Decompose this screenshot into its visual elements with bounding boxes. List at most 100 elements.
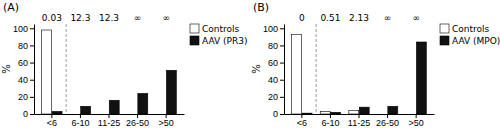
bar	[109, 100, 119, 114]
legend: ControlsAAV (PR3)	[190, 24, 247, 46]
y-tick-mark	[30, 28, 34, 29]
y-tick-mark	[30, 80, 34, 81]
annotation: 0.03	[42, 13, 62, 23]
legend-label: AAV (MPO)	[452, 36, 500, 46]
bar-series	[42, 30, 52, 114]
y-tick: 80	[268, 41, 284, 51]
legend-item: AAV (MPO)	[440, 36, 500, 46]
y-tick-mark	[30, 97, 34, 98]
bar	[156, 114, 166, 115]
x-tick: 11-25	[98, 114, 120, 128]
panel-title: (A)	[3, 1, 19, 14]
bar	[320, 111, 330, 114]
annotation: 12.3	[70, 13, 90, 23]
panel: 020406080100<66-1011-2526-50>5000.512.13…	[251, 1, 500, 128]
x-tick: 6-10	[71, 114, 89, 128]
y-tick: 20	[18, 92, 34, 102]
legend-swatch	[440, 36, 449, 45]
separator	[316, 24, 317, 114]
y-tick-label: 0	[273, 109, 278, 119]
legend-item: Controls	[440, 24, 490, 34]
y-tick: 60	[18, 58, 34, 68]
x-tick-label: 26-50	[126, 118, 149, 128]
x-tick-label: 11-25	[98, 118, 120, 128]
bar	[349, 111, 359, 114]
bar-series	[52, 70, 176, 114]
bar-series	[302, 42, 426, 114]
y-label: %	[251, 64, 262, 74]
legend-swatch	[440, 24, 449, 33]
bar	[388, 106, 398, 114]
x-tick-label: 6-10	[71, 118, 89, 128]
y-tick: 20	[268, 92, 284, 102]
y-tick-mark	[280, 114, 284, 115]
x-tick: >50	[409, 114, 424, 128]
legend-swatch	[190, 36, 199, 45]
x-tick: 11-25	[348, 114, 370, 128]
annotation: ∞	[134, 13, 142, 23]
annotation: ∞	[412, 13, 420, 23]
y-tick-label: 80	[18, 41, 28, 51]
x-tick-label: 26-50	[376, 118, 399, 128]
bar	[359, 107, 369, 114]
y-tick-label: 0	[23, 109, 28, 119]
bar	[127, 114, 137, 115]
y-tick-mark	[30, 45, 34, 46]
legend-swatch	[190, 24, 199, 33]
bar	[331, 112, 341, 114]
y-tick: 40	[18, 75, 34, 85]
bar	[42, 30, 52, 114]
bar	[70, 114, 80, 115]
y-tick: 80	[18, 41, 34, 51]
plot-area	[292, 34, 427, 114]
chart: 0 20 40 60 80 100 <6 6-10 11-25 26-50 >50 0.03 12.3 1…	[0, 0, 500, 132]
y-tick-label: 20	[18, 92, 28, 102]
y-axis: 0 20 40 60 80 100	[263, 24, 285, 120]
y-tick-label: 60	[18, 58, 28, 68]
annotation: 0	[299, 13, 305, 23]
bar	[52, 111, 62, 114]
bar	[416, 42, 426, 114]
x-axis: <6 6-10 11-25 26-50 >50	[285, 114, 435, 128]
annotation: 12.3	[99, 13, 119, 23]
y-tick-label: 40	[18, 75, 28, 85]
y-tick: 60	[268, 58, 284, 68]
y-tick-label: 100	[13, 24, 28, 34]
y-tick-mark	[30, 114, 34, 115]
x-tick: >50	[159, 114, 174, 128]
annotation: 2.13	[349, 13, 369, 23]
legend-label: Controls	[452, 24, 490, 34]
bar	[138, 93, 148, 114]
legend-item: AAV (PR3)	[190, 36, 247, 46]
legend-label: AAV (PR3)	[202, 36, 247, 46]
y-tick: 100	[263, 24, 284, 34]
y-tick-mark	[30, 63, 34, 64]
annotation: ∞	[162, 13, 170, 23]
bar	[292, 34, 302, 114]
y-tick-label: 40	[268, 75, 278, 85]
bar	[166, 70, 176, 114]
y-tick: 0	[23, 109, 34, 119]
y-tick: 40	[268, 75, 284, 85]
x-tick: 6-10	[321, 114, 339, 128]
y-axis-line	[284, 25, 285, 115]
x-axis: <66-1011-2526-50>50	[35, 114, 185, 128]
annotation: ∞	[384, 13, 392, 23]
bar	[81, 106, 91, 114]
bar	[302, 113, 312, 114]
y-axis-line	[34, 25, 35, 115]
y-axis: 0 20 40 60 80 100	[13, 24, 35, 120]
y-tick-mark	[280, 63, 284, 64]
separator	[66, 24, 67, 114]
x-tick-label: <6	[297, 118, 307, 128]
x-tick-label: >50	[159, 118, 174, 128]
y-tick-mark	[280, 97, 284, 98]
x-tick-label: 6-10	[321, 118, 339, 128]
y-tick-mark	[280, 28, 284, 29]
plot-area	[42, 30, 177, 114]
x-tick-label: 11-25	[348, 118, 370, 128]
panel: 020406080100<66-1011-2526-50>500.0312.31…	[1, 1, 247, 128]
x-tick-label: >50	[409, 118, 424, 128]
bar	[377, 114, 387, 115]
bar	[99, 114, 109, 115]
